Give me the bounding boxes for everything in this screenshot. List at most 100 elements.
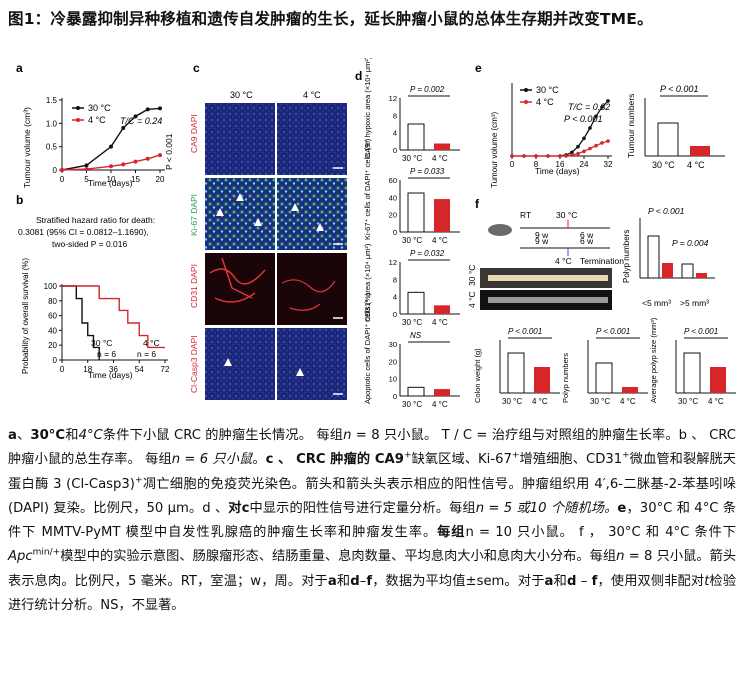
e-point [600,141,604,145]
e-xtick-label: 8 [534,160,539,169]
f-xcat-4: 4 °C [708,397,724,406]
f-rt: RT [520,210,531,220]
panel-b-label: b [16,193,23,207]
f-bar-p: P < 0.001 [684,327,718,336]
f-xcat-4: 4 °C [620,397,636,406]
f-dist-ylabel: Polyp numbers [622,230,631,283]
a-point [121,162,126,167]
a-legend-30: 30 °C [88,103,111,113]
d-p: P = 0.002 [410,85,445,94]
figure-caption: a、30°C和4°C条件下小鼠 CRC 的肿瘤生长情况。 每组n = 8 只小鼠… [8,428,737,614]
d-bar-30 [407,386,425,397]
e-legend-30: 30 °C [536,85,559,95]
e-point [510,154,514,158]
panel-d-label: d [355,69,362,83]
d-xcat-30: 30 °C [402,400,422,409]
d-p: P = 0.032 [410,249,445,258]
e-point [582,136,586,141]
e-ylabel: Tumour volume (cm³) [490,112,499,188]
c-col-30: 30 °C [230,90,253,100]
panel-f-label: f [475,197,480,211]
f-9w-a: 9 w [535,230,549,240]
d-ylabel: CD31⁺ area (×10⁴ μm²) [363,243,372,322]
e-bar-x0: 30 °C [652,160,675,170]
f-dist-p1: P < 0.001 [648,206,685,216]
figure-panels: a Tumour volume (cm³) 0 0.5 1.0 1.5 0 5 10 15 2… [16,58,736,409]
d-ylabel: Ki-67⁺ cells of DAPI⁺ cells (%) [363,138,372,240]
f-dist-p2: P = 0.004 [672,238,709,248]
d-bar-30 [407,291,425,315]
panel-f: f RT 30 °C 9 w 6 w 9 w 6 w 4 °C Terminat… [467,197,736,406]
d-ytick-label: 4 [393,293,397,302]
d-ytick-label: 30 [389,340,397,349]
d-bar-30 [407,192,425,233]
b-ylabel: Probability of overall survival (%) [21,258,30,374]
a-point [158,153,162,158]
panel-e-label: e [475,61,482,75]
d-p: NS [410,331,422,340]
b-xtick-label: 0 [60,365,65,374]
a-legend-4: 4 °C [88,115,106,125]
e-point [546,154,550,158]
c-img-ki67-30 [205,178,275,250]
d-p: P = 0.033 [410,167,445,176]
e-point [588,126,592,130]
d-xcat-4: 4 °C [432,154,448,163]
e-legend-4: 4 °C [536,97,554,107]
f-bar-4 [534,367,550,393]
c-img-ki67-4 [277,178,347,250]
d-ytick-label: 4 [393,129,397,138]
f-xcat-4: 4 °C [532,397,548,406]
a-tc: T/C = 0.24 [120,116,162,126]
a-point [109,144,113,149]
f-9w-b: 9 w [535,236,549,246]
a-point [109,164,113,169]
e-point [606,99,610,103]
f-30: 30 °C [556,210,577,220]
b-ytick-label: 100 [44,282,58,291]
f-bar-ylabel: Average polyp size (mm³) [649,317,658,403]
panel-b: b Stratified hazard ratio for death: 0.3… [16,193,170,380]
e-xtick-label: 0 [510,160,515,169]
e-point [570,150,574,155]
e-bar-30 [657,122,679,157]
c-row-ca9: CA9 DAPI [189,114,199,153]
b-ytick-label: 60 [48,312,57,321]
b-ytick-label: 20 [48,341,57,350]
a-ytick-label: 1.0 [46,119,58,128]
e-point [558,154,562,158]
a-point [145,107,150,112]
a-point [121,126,126,130]
a-ytick-label: 1.5 [46,96,58,105]
b-30-label: 30 °C [91,338,112,348]
e-point [588,146,592,151]
d-ytick-label: 12 [389,94,397,103]
d-ytick-label: 8 [393,275,397,284]
b-survival-step [62,285,100,360]
c-row-cd31: CD31 DAPI [189,264,199,308]
f-bar-30 [595,362,613,394]
panel-a-xlabel: Time (days) [88,178,133,188]
d-ylabel: Apoptotic cells of DAPI⁺ cells (%) [363,292,372,404]
d-xcat-30: 30 °C [402,318,422,327]
a-xtick-label: 5 [84,175,89,184]
c-row-labels: CA9 DAPI Ki-67 DAPI CD31 DAPI Cl-Casp3 D… [189,114,199,393]
f-4: 4 °C [555,256,572,266]
e-point [594,114,598,119]
b-xtick-label: 36 [109,365,118,374]
e-xtick-label: 32 [604,160,613,169]
d-ytick-label: 12 [389,258,397,267]
a-ytick-label: 0.5 [46,143,58,152]
a-legend: 30 °C 4 °C [72,103,111,125]
d-ytick-label: 10 [389,375,397,384]
b-xlabel: Time (days) [88,370,133,380]
d-bar-4 [434,199,450,232]
f-img-4: 4 °C [467,291,477,308]
d-xcat-4: 4 °C [432,236,448,245]
panel-e: e Tumour volume (cm³) 0 8 16 24 32 Time (day… [475,61,725,188]
d-xcat-4: 4 °C [432,400,448,409]
e-xlabel: Time (days) [535,166,580,176]
figure-title: 图1：冷暴露抑制异种移植和遗传自发肿瘤的生长，延长肿瘤小鼠的总体生存期并改变TM… [8,10,653,28]
d-ytick-label: 20 [389,211,397,220]
a-xtick-label: 10 [107,175,116,184]
